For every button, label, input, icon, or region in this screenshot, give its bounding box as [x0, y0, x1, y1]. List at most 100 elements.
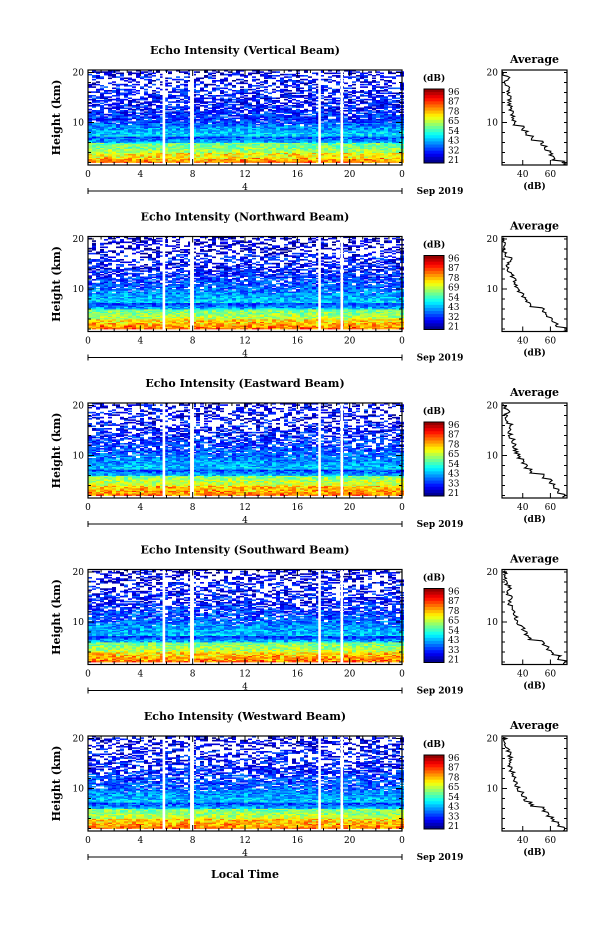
heatmap-cell: [272, 78, 276, 80]
heatmap-cell: [180, 121, 184, 123]
heatmap-cells: [88, 70, 404, 163]
x-tick-label: 8: [190, 170, 196, 180]
heatmap-cell: [356, 108, 360, 110]
heatmap-cell: [380, 93, 384, 95]
heatmap-cell: [348, 85, 352, 87]
avg-x-label: (dB): [523, 181, 545, 192]
heatmap-cell: [128, 81, 132, 83]
heatmap-cell: [112, 74, 116, 76]
colorbar-unit: (dB): [423, 73, 445, 84]
heatmap-cell: [396, 98, 400, 100]
heatmap-cell: [272, 83, 276, 85]
heatmap-cell: [224, 78, 228, 80]
heatmap-cell: [196, 94, 200, 96]
heatmap-cell: [140, 96, 144, 98]
heatmap-cell: [120, 110, 124, 112]
heatmap-cell: [332, 80, 336, 82]
heatmap-cell: [332, 98, 336, 100]
heatmap-cell: [276, 98, 280, 100]
heatmap-cell: [272, 71, 276, 73]
heatmap-cell: [92, 91, 96, 93]
heatmap-cell: [140, 106, 144, 108]
heatmap-cell: [272, 89, 276, 91]
heatmap-cell: [252, 79, 256, 81]
heatmap-cell: [336, 100, 340, 102]
heatmap-cell: [240, 114, 244, 116]
heatmap-cell: [92, 75, 96, 77]
heatmap-cell: [372, 111, 376, 113]
heatmap-cell: [108, 93, 112, 95]
heatmap-cell: [384, 86, 388, 88]
heatmap-cell: [252, 105, 256, 107]
heatmap-cell: [300, 126, 304, 128]
heatmap-cell: [284, 115, 288, 117]
heatmap-cell: [388, 99, 392, 101]
heatmap-cell: [136, 113, 140, 115]
heatmap-cell: [220, 103, 224, 105]
heatmap-cell: [284, 99, 288, 101]
heatmap-cell: [180, 79, 184, 81]
heatmap-cell: [104, 90, 108, 92]
heatmap-cell: [272, 75, 276, 77]
heatmap-cell: [388, 76, 392, 78]
heatmap-cell: [308, 80, 312, 82]
heatmap-cell: [284, 74, 288, 76]
heatmap-cell: [276, 114, 280, 116]
heatmap-cell: [280, 114, 284, 116]
heatmap-cell: [132, 121, 136, 123]
heatmap-cell: [236, 90, 240, 92]
heatmap-cell: [228, 104, 232, 106]
panel-1: Echo Intensity (Vertical Beam)1020Height…: [50, 44, 567, 197]
heatmap-cell: [324, 85, 328, 87]
heatmap-cell: [228, 94, 232, 96]
heatmap-cell: [372, 75, 376, 77]
heatmap-cell: [388, 101, 392, 103]
heatmap-cell: [96, 84, 100, 86]
heatmap-cell: [324, 73, 328, 75]
heatmap-cell: [212, 78, 216, 80]
heatmap-cell: [112, 123, 116, 125]
heatmap-cells: [88, 237, 404, 330]
heatmap-cell: [284, 89, 288, 91]
heatmap-cell: [204, 75, 208, 77]
heatmap-cell: [96, 116, 100, 118]
heatmap-cell: [196, 104, 200, 106]
heatmap-cell: [288, 100, 292, 102]
heatmap-cell: [132, 109, 136, 111]
heatmap-cell: [252, 73, 256, 75]
y-tick-label: 10: [73, 119, 85, 129]
heatmap-cell: [184, 88, 188, 90]
heatmap-cell: [220, 90, 224, 92]
heatmap-cell: [148, 108, 152, 110]
heatmap-cell: [232, 111, 236, 113]
heatmap-cell: [116, 88, 120, 90]
heatmap-cell: [212, 95, 216, 97]
heatmap-cell: [176, 81, 180, 83]
heatmap-cell: [300, 79, 304, 81]
heatmap-cell: [348, 99, 352, 101]
heatmap-cell: [248, 84, 252, 86]
heatmap-cell: [276, 75, 280, 77]
heatmap-cell: [396, 115, 400, 117]
heatmap-cell: [128, 108, 132, 110]
heatmap-cell: [260, 94, 264, 96]
heatmap-cell: [384, 83, 388, 85]
heatmap-cell: [212, 75, 216, 77]
heatmap-cell: [292, 74, 296, 76]
heatmap-cell: [184, 105, 188, 107]
heatmap-cell: [248, 110, 252, 112]
heatmap-cell: [232, 101, 236, 103]
heatmap-cell: [352, 73, 356, 75]
heatmap-cell: [344, 83, 348, 85]
panel-2: Echo Intensity (Northward Beam)1020Heigh…: [50, 211, 567, 364]
heatmap-cell: [312, 94, 316, 96]
heatmap-cell: [136, 101, 140, 103]
heatmap-cell: [336, 124, 340, 126]
heatmap-cell: [328, 88, 332, 90]
heatmap-cell: [208, 95, 212, 97]
heatmap-cell: [360, 115, 364, 117]
heatmap-cell: [260, 121, 264, 123]
heatmap-cell: [172, 115, 176, 117]
heatmap-cell: [176, 110, 180, 112]
heatmap-cell: [132, 94, 136, 96]
